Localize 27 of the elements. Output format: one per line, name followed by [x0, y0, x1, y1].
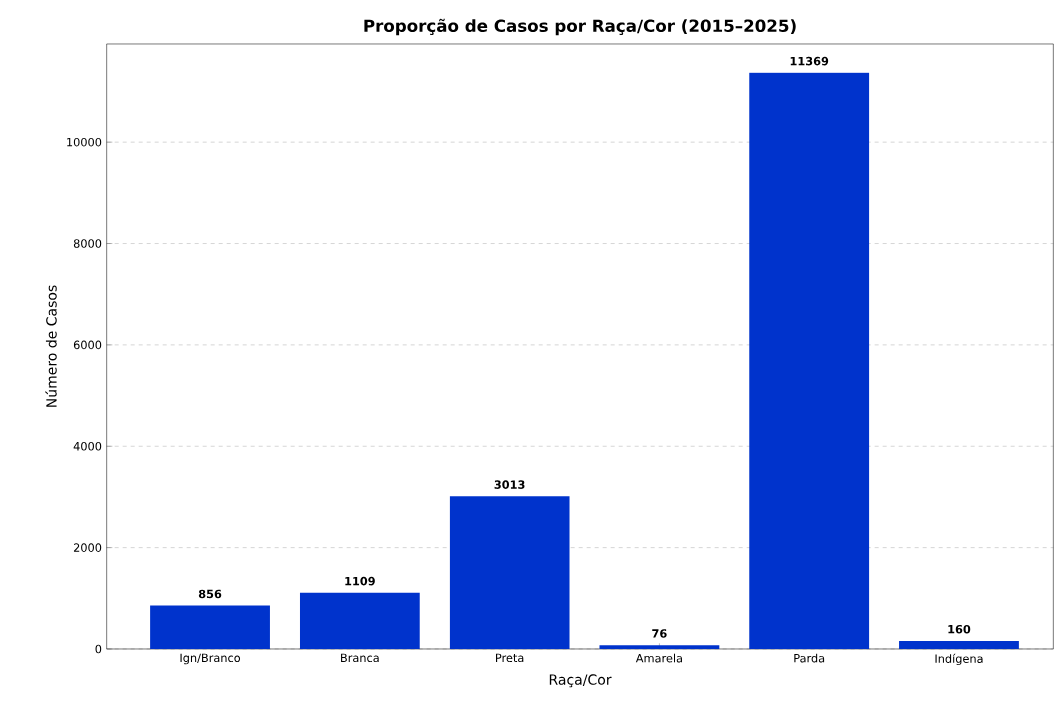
data-label: 1109: [345, 576, 375, 586]
bar: [599, 645, 720, 649]
x-tick-label: Ign/Branco: [180, 653, 241, 665]
data-label: 160: [948, 624, 971, 634]
x-tick-label: Indígena: [935, 653, 983, 666]
x-tick-label: Branca: [341, 653, 379, 663]
bar: [299, 592, 420, 649]
bar: [150, 605, 270, 649]
chart-title: Proporção de Casos por Raça/Cor (2015–2025): [364, 18, 796, 36]
x-tick-label: Parda: [794, 653, 825, 663]
bar: [899, 640, 1019, 649]
y-tick-label: 0: [95, 644, 102, 654]
data-label: 3013: [494, 480, 525, 489]
x-tick-label: Amarela: [635, 653, 682, 663]
y-axis-title: Número de Casos: [45, 285, 57, 407]
x-axis-title: Raça/Cor: [549, 674, 612, 688]
y-tick-label: 4000: [73, 441, 102, 451]
bar: [449, 496, 570, 649]
x-tick-label: Preta: [496, 653, 524, 663]
y-tick-label: 2000: [73, 543, 102, 552]
y-tick-label: 8000: [73, 239, 102, 248]
data-label: 76: [652, 629, 667, 638]
y-tick-label: 6000: [73, 340, 102, 350]
data-label: 856: [198, 589, 222, 599]
y-tick-label: 10000: [67, 137, 102, 147]
data-label: 11369: [790, 56, 829, 66]
bar: [749, 72, 870, 649]
